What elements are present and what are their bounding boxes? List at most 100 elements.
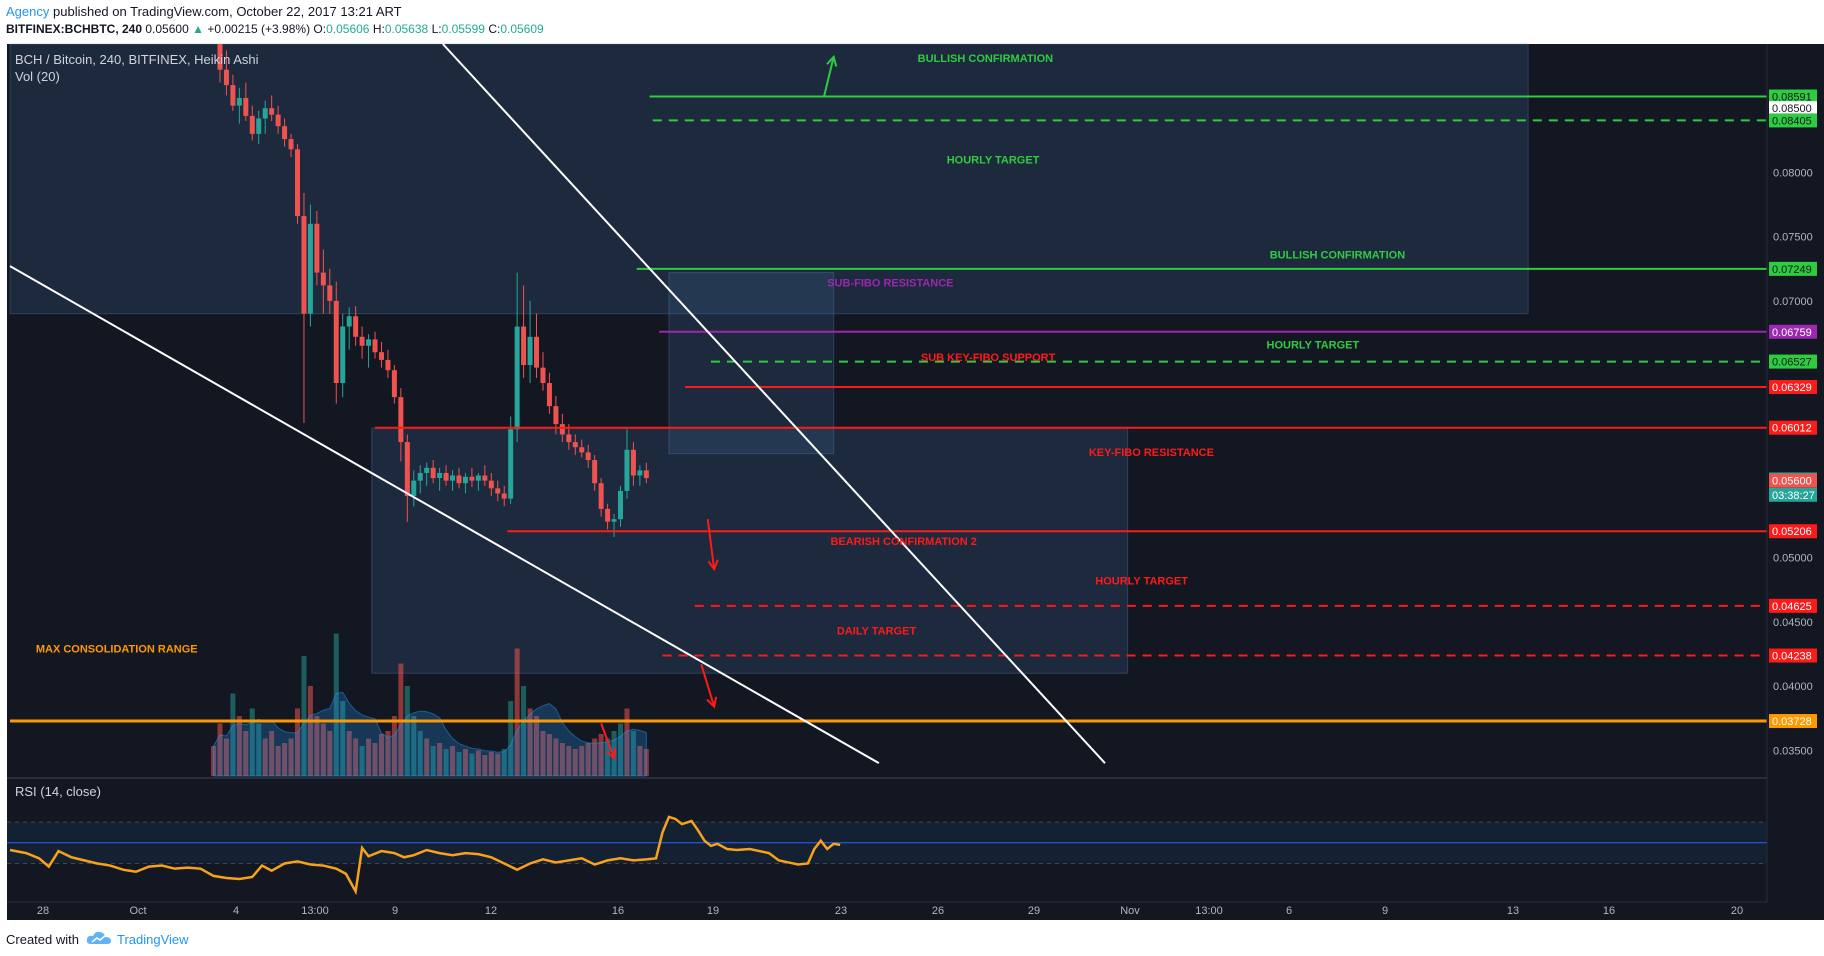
arrow-shaft [706, 519, 716, 570]
open-value: 0.05606 [326, 22, 370, 36]
price-tick-label: 0.07500 [1773, 232, 1813, 244]
candle-body [462, 476, 468, 484]
price-label-text: 0.06329 [1772, 382, 1812, 394]
volume-bar [501, 749, 507, 776]
candle-body [411, 480, 417, 497]
candle-body [223, 69, 229, 86]
candle-body [314, 223, 320, 273]
annotations-layer: BULLISH CONFIRMATION HOURLY TARGET BULLISH… [36, 53, 1405, 656]
candle-body [475, 475, 481, 481]
volume-bar [249, 708, 255, 776]
annotation-label: DAILY TARGET [837, 626, 917, 638]
candle-body [295, 149, 300, 217]
volume-bar [417, 731, 423, 776]
arrow-head-icon [707, 559, 719, 572]
price-label-text: 03:38:27 [1772, 490, 1815, 502]
volume-bar [217, 723, 223, 776]
levels-layer [10, 95, 1767, 723]
candle-body [243, 97, 249, 116]
chart-header: Agency published on TradingView.com, Oct… [0, 0, 1824, 42]
price-label-box [1769, 354, 1817, 369]
candle-body [624, 449, 630, 491]
candle-body [566, 434, 572, 443]
volume-bar [598, 734, 604, 776]
volume-bar [546, 734, 552, 776]
volume-bar [508, 701, 514, 776]
volume-bar [275, 746, 281, 776]
volume-ma-area [213, 691, 647, 777]
candle-body [353, 316, 359, 337]
arrow-head-icon [706, 696, 718, 709]
price-label-text: 0.06759 [1772, 327, 1812, 339]
price-tick-label: 0.04000 [1773, 681, 1813, 693]
volume-bar [424, 738, 430, 776]
time-tick-label: 16 [1603, 905, 1615, 917]
candle-body [553, 406, 559, 425]
candle-body [417, 472, 423, 481]
volume-bar [301, 656, 307, 776]
time-tick-label: 20 [1731, 905, 1743, 917]
candle-body [340, 326, 346, 384]
volume-bar [256, 723, 262, 776]
annotation-label: SUB-FIBO RESISTANCE [827, 278, 953, 290]
candle-body [611, 519, 617, 522]
candle-body [592, 460, 598, 484]
time-axis[interactable]: 28 Oct 4 13:00 9 12 16 19 23 26 29 Nov 13:00 6 9 13 16 20 [7, 901, 1824, 918]
candle-body [378, 352, 384, 360]
candle-body [333, 300, 339, 384]
price-label-text: 0.06527 [1772, 357, 1812, 369]
time-tick-label: 12 [485, 905, 497, 917]
time-tick-label: 29 [1028, 905, 1040, 917]
time-tick-label: 13:00 [301, 905, 329, 917]
candle-body [482, 475, 488, 481]
candle-body [275, 114, 281, 127]
tradingview-cloud-icon[interactable] [86, 930, 112, 946]
candle-body [359, 336, 365, 346]
trendline[interactable] [9, 265, 880, 765]
price-label-box [1769, 380, 1817, 395]
volume-bar [223, 738, 229, 776]
time-tick-label: 9 [1382, 905, 1388, 917]
arrow-head-icon [605, 747, 617, 760]
arrow-shaft [600, 722, 615, 759]
price-label-box [1769, 714, 1817, 729]
arrow-head-icon [826, 54, 838, 67]
publish-date: published on TradingView.com, October 22… [53, 4, 402, 19]
volume-bar [282, 743, 288, 776]
candle-body [488, 480, 494, 489]
volume-bar [624, 708, 630, 776]
open-label: O: [313, 22, 327, 36]
candle-body [508, 429, 514, 499]
annotation-label: BULLISH CONFIRMATION [918, 53, 1054, 65]
annotation-label: HOURLY TARGET [1267, 339, 1360, 351]
author-link[interactable]: Agency [6, 4, 50, 19]
candle-body [256, 118, 262, 134]
candle-body [366, 339, 372, 346]
price-tick-label: 0.07000 [1773, 296, 1813, 308]
volume-bar [559, 743, 565, 776]
candle-body [320, 272, 326, 286]
tradingview-brand[interactable]: TradingView [117, 932, 189, 947]
candle-body [450, 475, 456, 481]
price-axis[interactable]: 0.03500 0.04000 0.04500 0.05000 0.07000 0.075… [1766, 44, 1824, 920]
volume-bar [443, 749, 449, 776]
time-tick-label: 9 [392, 905, 398, 917]
last-price: 0.05600 [145, 22, 189, 36]
volume-bar [527, 708, 533, 776]
candle-body [618, 490, 623, 520]
candle-body [572, 442, 578, 448]
volume-bar [514, 648, 520, 776]
price-label-box [1769, 89, 1817, 104]
candle-body [391, 370, 397, 398]
price-label-box [1769, 598, 1817, 613]
price-label-text: 0.07249 [1772, 264, 1812, 276]
trendline[interactable] [442, 43, 1106, 764]
price-chart[interactable]: BULLISH CONFIRMATION HOURLY TARGET BULLISH… [0, 42, 1824, 920]
volume-bar [540, 731, 546, 776]
candle-body [579, 447, 585, 453]
candle-body [301, 216, 307, 314]
price-label-box [1769, 420, 1817, 435]
time-tick-label: 26 [932, 905, 944, 917]
volume-bar [385, 731, 391, 776]
